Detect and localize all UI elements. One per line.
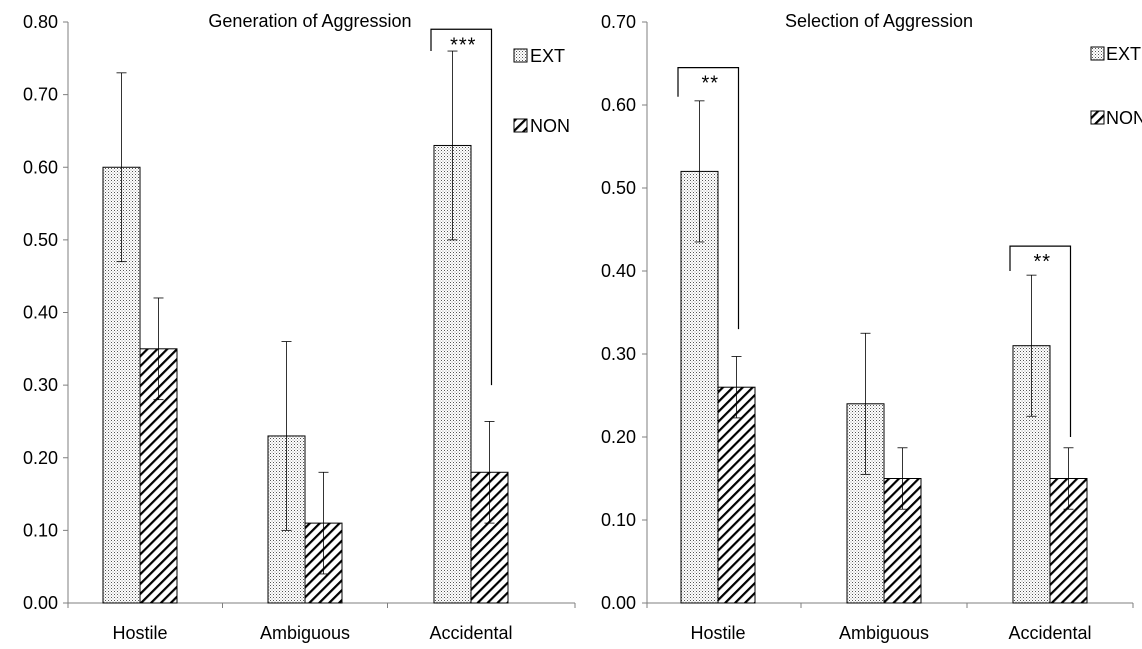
legend-swatch-non	[513, 118, 528, 133]
category-label-ambiguous: Ambiguous	[260, 623, 350, 643]
category-label-hostile: Hostile	[690, 623, 745, 643]
y-tick-label: 0.30	[23, 375, 58, 395]
category-label-accidental: Accidental	[429, 623, 512, 643]
significance-bracket	[677, 67, 740, 330]
significance-label: **	[1033, 251, 1051, 273]
y-tick-label: 0.70	[601, 12, 636, 32]
significance-label: **	[701, 73, 719, 95]
y-tick-label: 0.50	[601, 178, 636, 198]
y-tick-label: 0.00	[601, 593, 636, 613]
y-tick-label: 0.60	[23, 157, 58, 177]
y-tick-label: 0.20	[601, 427, 636, 447]
selection-chart: Selection of Aggression EXT NON 0.00 0.10…	[601, 11, 1142, 643]
legend-label-non: NON	[1106, 108, 1142, 128]
y-tick-label: 0.20	[23, 448, 58, 468]
bar-non-hostile	[717, 386, 756, 604]
y-tick-label: 0.70	[23, 85, 58, 105]
y-tick-label: 0.60	[601, 95, 636, 115]
category-label-hostile: Hostile	[112, 623, 167, 643]
y-tick-label: 0.10	[23, 520, 58, 540]
y-tick-label: 0.10	[601, 510, 636, 530]
legend: EXT NON	[513, 46, 570, 136]
legend-label-ext: EXT	[1106, 44, 1141, 64]
y-tick-label: 0.80	[23, 12, 58, 32]
category-label-accidental: Accidental	[1008, 623, 1091, 643]
y-tick-label: 0.40	[601, 261, 636, 281]
generation-chart: Generation of Aggression EXT NON 0.00 0.1…	[23, 11, 576, 643]
category-label-ambiguous: Ambiguous	[839, 623, 929, 643]
legend-swatch-non	[1090, 110, 1105, 125]
y-tick-label: 0.00	[23, 593, 58, 613]
significance-bracket	[430, 28, 493, 386]
legend-swatch-ext	[1090, 46, 1105, 61]
significance-label: ***	[450, 34, 476, 56]
legend-swatch-ext	[513, 48, 528, 63]
y-tick-label: 0.30	[601, 344, 636, 364]
bar-ext-hostile	[680, 170, 719, 604]
y-tick-label: 0.40	[23, 303, 58, 323]
legend-label-ext: EXT	[530, 46, 565, 66]
chart-title: Generation of Aggression	[208, 11, 411, 31]
legend-label-non: NON	[530, 116, 570, 136]
chart-title: Selection of Aggression	[785, 11, 973, 31]
legend: EXT NON	[1090, 44, 1142, 128]
y-tick-label: 0.50	[23, 230, 58, 250]
significance-bracket	[1009, 245, 1072, 437]
